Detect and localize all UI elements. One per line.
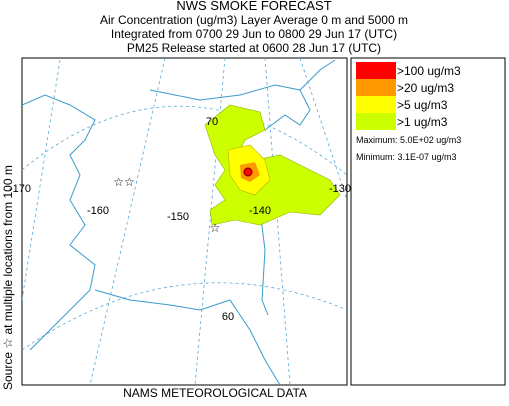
longitude-line bbox=[22, 59, 61, 301]
map-label: 60 bbox=[222, 311, 234, 323]
legend-swatch bbox=[356, 113, 396, 130]
latitude-line bbox=[22, 105, 347, 176]
subtitle: PM25 Release started at 0600 28 Jun 17 (… bbox=[127, 41, 381, 55]
coastline bbox=[22, 94, 281, 385]
footer: NAMS METEOROLOGICAL DATA bbox=[123, 386, 307, 400]
map-label: -140 bbox=[249, 205, 271, 217]
legend-label: >1 ug/m3 bbox=[397, 115, 448, 129]
map: ☆☆ ☆ bbox=[21, 57, 348, 386]
title: NWS SMOKE FORECAST bbox=[176, 0, 331, 13]
map-label: -160 bbox=[87, 205, 109, 217]
coastline bbox=[299, 59, 336, 91]
legend-label: >20 ug/m3 bbox=[397, 81, 454, 95]
source-marker: ☆☆ bbox=[113, 175, 135, 189]
map-label: -150 bbox=[167, 211, 189, 223]
source-marker: ☆ bbox=[210, 221, 221, 235]
map-label: 70 bbox=[206, 116, 218, 128]
map-frame bbox=[21, 57, 348, 386]
coastline bbox=[149, 84, 311, 131]
map-label: -170 bbox=[9, 183, 31, 195]
longitude-line bbox=[264, 58, 291, 385]
minimum: Minimum: 3.1E-07 ug/m3 bbox=[356, 152, 457, 162]
side-label: Source ☆ at multiple locations from 100 … bbox=[1, 165, 15, 390]
subtitle: Integrated from 0700 29 Jun to 0800 29 J… bbox=[111, 27, 397, 41]
legend-swatch bbox=[356, 62, 396, 79]
longitude-line bbox=[89, 58, 166, 385]
maximum: Maximum: 5.0E+02 ug/m3 bbox=[356, 135, 461, 145]
legend-swatch bbox=[356, 79, 396, 96]
latitude-line bbox=[22, 282, 347, 351]
smoke-area bbox=[204, 104, 341, 226]
legend-label: >100 ug/m3 bbox=[397, 64, 461, 78]
smoke-area bbox=[243, 167, 253, 177]
longitude-line bbox=[194, 58, 226, 385]
legend-label: >5 ug/m3 bbox=[397, 98, 448, 112]
legend-swatch bbox=[356, 96, 396, 113]
map-label: -130 bbox=[329, 183, 351, 195]
subtitle: Air Concentration (ug/m3) Layer Average … bbox=[100, 13, 408, 27]
